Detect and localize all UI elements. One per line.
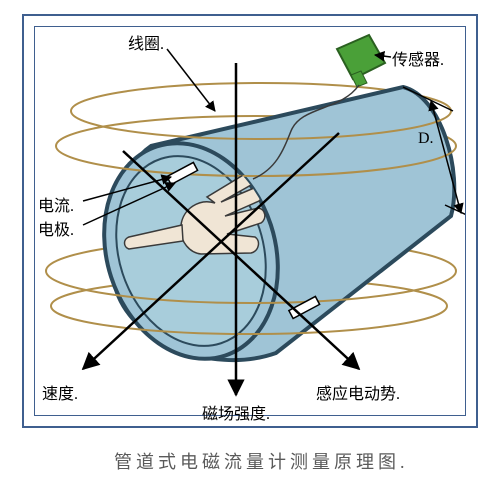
diagram-svg	[35, 27, 466, 416]
label-current: 电流.	[38, 192, 74, 216]
inner-frame	[34, 26, 466, 416]
label-coil: 线圈.	[128, 30, 164, 54]
caption: 管道式电磁流量计测量原理图.	[114, 448, 409, 474]
label-sensor: 传感器.	[392, 46, 444, 70]
label-electrode: 电极.	[38, 216, 74, 240]
label-diameter: D.	[418, 130, 434, 148]
label-emf: 感应电动势.	[316, 380, 400, 404]
label-velocity: 速度.	[42, 380, 78, 404]
label-magnetic: 磁场强度.	[202, 400, 270, 424]
